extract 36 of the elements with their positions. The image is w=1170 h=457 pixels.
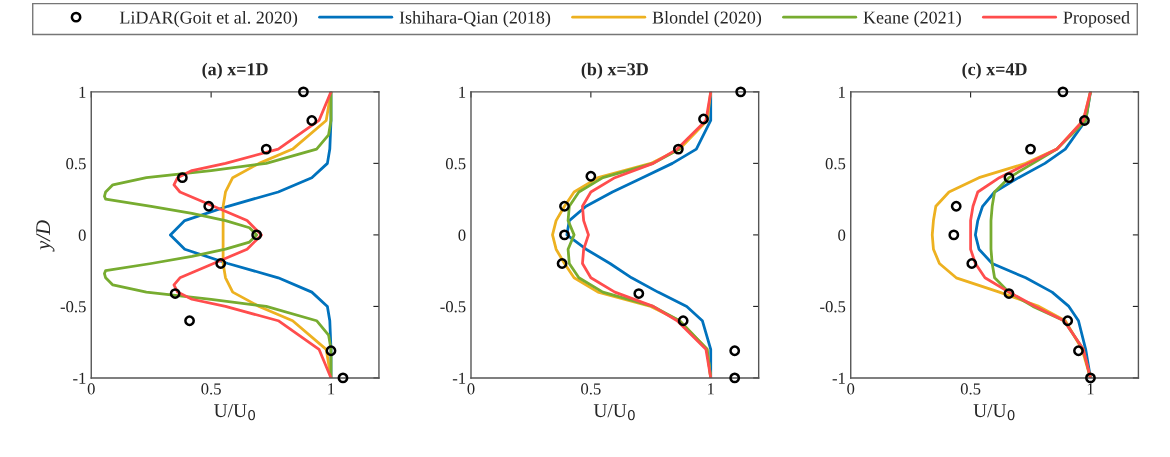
chart-title: (c) x=4D <box>962 62 1027 80</box>
x-tick-label: 0.5 <box>960 383 981 395</box>
chart-title: (a) x=1D <box>202 62 268 80</box>
legend-label: Blondel (2020) <box>652 10 762 28</box>
x-tick-label: 0 <box>467 383 475 395</box>
x-tick-label: 1 <box>328 383 335 395</box>
y-tick-label: 1 <box>79 86 86 98</box>
y-tick-label: -1 <box>452 372 466 384</box>
y-tick-label: 0.5 <box>445 158 466 170</box>
x-axis-title: U/U$_{0}$ <box>593 404 635 421</box>
x-tick-label: 1 <box>1087 383 1094 395</box>
y-tick-label: 1 <box>839 86 845 98</box>
y-tick-label: 0.5 <box>825 158 846 170</box>
y-tick-label: -1 <box>73 372 86 384</box>
y-tick-label: -0.5 <box>60 301 86 313</box>
x-tick-label: 0.5 <box>581 383 601 395</box>
y-tick-label: -0.5 <box>440 301 466 313</box>
x-axis-title: U/U$_{0}$ <box>214 404 256 421</box>
y-tick-label: 0.5 <box>66 158 86 170</box>
y-tick-label: 0 <box>838 229 846 241</box>
legend-label: Proposed <box>1063 10 1130 28</box>
legend-label: LiDAR(Goit et al. 2020) <box>119 10 298 28</box>
x-axis-title: U/U$_{0}$ <box>973 404 1015 421</box>
y-axis-title: y/D <box>36 220 55 252</box>
x-tick-label: 1 <box>708 383 714 395</box>
x-tick-label: 0 <box>87 383 95 395</box>
x-tick-label: 0 <box>847 383 855 395</box>
y-tick-label: 0 <box>78 229 86 241</box>
chart-title: (b) x=3D <box>581 62 648 80</box>
x-tick-label: 0.5 <box>201 383 221 395</box>
y-tick-label: -0.5 <box>820 301 846 313</box>
legend-label: Ishihara-Qian (2018) <box>399 10 551 28</box>
legend-label: Keane (2021) <box>863 10 961 28</box>
y-tick-label: -1 <box>832 372 845 384</box>
y-tick-label: 0 <box>458 229 466 241</box>
y-tick-label: 1 <box>459 86 466 98</box>
